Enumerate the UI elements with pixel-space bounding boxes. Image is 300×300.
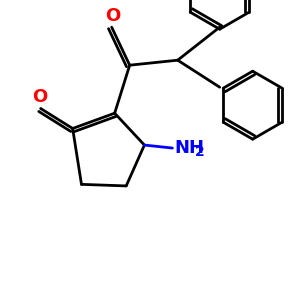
Text: O: O [105,7,120,25]
Text: O: O [32,88,47,106]
Text: 2: 2 [194,145,204,159]
Text: NH: NH [174,139,204,157]
